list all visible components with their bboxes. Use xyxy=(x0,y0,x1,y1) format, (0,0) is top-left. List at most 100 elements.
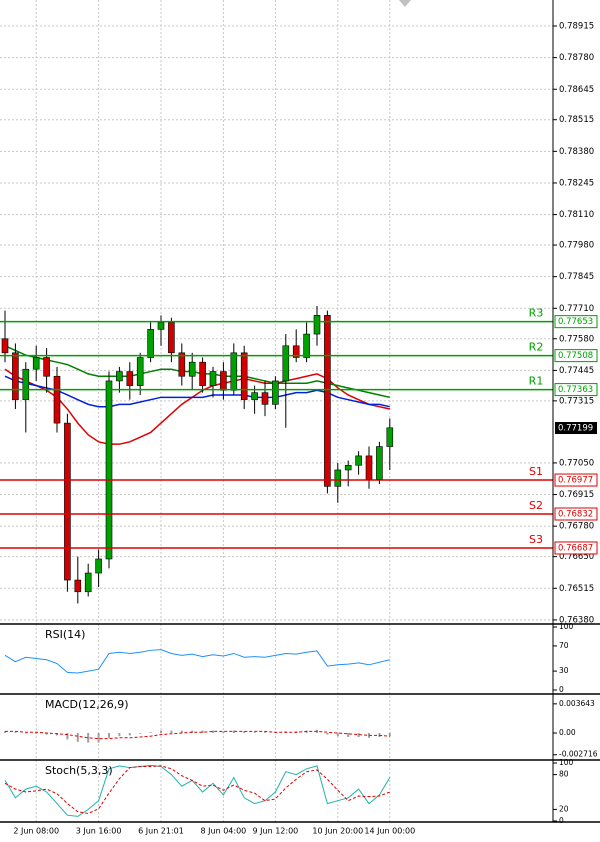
y-tick-label: 0.77845 xyxy=(559,272,594,282)
y-tick-label: 0.78245 xyxy=(559,178,594,188)
current-price-box xyxy=(555,422,597,435)
level-price: 0.76977 xyxy=(558,476,593,486)
macd-histogram-bar xyxy=(66,733,69,740)
candle-body xyxy=(386,427,394,447)
x-tick-label: 10 Jun 20:00 xyxy=(312,827,363,836)
y-tick-label: 0.78110 xyxy=(559,210,594,220)
candle-body xyxy=(334,469,342,487)
y-tick-label: 0.77710 xyxy=(559,304,594,314)
level-name: R1 xyxy=(529,375,544,388)
candle-body xyxy=(95,558,102,574)
macd-histogram-bar xyxy=(243,731,246,733)
y-tick-label: 0 xyxy=(559,816,564,825)
candle-body xyxy=(261,392,269,405)
indicator-title: Stoch(5,3,3) xyxy=(45,764,113,777)
candle-body xyxy=(324,315,331,487)
macd-histogram-bar xyxy=(336,733,339,737)
macd-histogram-bar xyxy=(24,733,27,734)
macd-histogram-bar xyxy=(347,733,350,737)
macd-histogram-bar xyxy=(4,731,6,733)
macd-histogram-bar xyxy=(180,730,183,733)
x-tick-label: 9 Jun 12:00 xyxy=(253,827,299,836)
level-price: 0.77508 xyxy=(558,351,593,361)
candle-body xyxy=(313,315,321,335)
y-tick-label: 0.003643 xyxy=(559,699,595,708)
candle-body xyxy=(116,371,123,382)
x-tick-label: 6 Jun 21:01 xyxy=(138,827,184,836)
y-tick-label: 0.76650 xyxy=(559,552,594,562)
indicator-title: RSI(14) xyxy=(45,628,85,641)
level-name: R2 xyxy=(529,341,544,354)
y-tick-label: 100 xyxy=(559,622,574,631)
candle-body xyxy=(230,352,238,391)
macd-histogram-bar xyxy=(128,733,131,736)
candle-body xyxy=(43,357,50,377)
candle-body xyxy=(188,361,196,377)
level-price: 0.76832 xyxy=(558,509,593,519)
indicator-line xyxy=(4,764,391,817)
level-price-box xyxy=(554,541,598,555)
macd-histogram-bar xyxy=(170,730,173,733)
macd-histogram-bar xyxy=(87,733,90,743)
level-name: R3 xyxy=(529,307,544,320)
macd-histogram-bar xyxy=(45,733,48,735)
macd-histogram-bar xyxy=(222,731,225,733)
y-tick-label: 0.77580 xyxy=(559,334,594,344)
x-tick-label: 3 Jun 16:00 xyxy=(76,827,122,836)
y-tick-label: 70 xyxy=(559,641,569,650)
macd-histogram-bar xyxy=(232,730,235,733)
candle-body xyxy=(12,352,19,400)
y-tick-label: -0.002716 xyxy=(559,750,598,759)
macd-histogram-bar xyxy=(14,732,17,733)
y-tick-label: 0.78915 xyxy=(559,22,594,32)
level-price: 0.77363 xyxy=(558,385,593,395)
y-tick-label: 0.76915 xyxy=(559,490,594,500)
candle-body xyxy=(303,333,310,358)
candle-body xyxy=(178,352,186,377)
level-price: 0.76687 xyxy=(558,543,593,553)
candle-body xyxy=(209,371,217,386)
y-tick-label: 20 xyxy=(559,804,569,813)
current-price: 0.77199 xyxy=(558,424,593,434)
candle-body xyxy=(147,329,154,358)
indicator-line xyxy=(4,765,390,814)
y-tick-label: 0.77445 xyxy=(559,366,594,376)
level-price-box xyxy=(554,315,598,329)
macd-histogram-bar xyxy=(368,733,370,738)
y-tick-label: 0.78380 xyxy=(559,147,594,157)
indicator-title: MACD(12,26,9) xyxy=(45,698,129,711)
level-name: S2 xyxy=(529,499,543,512)
y-tick-label: 0.00 xyxy=(559,728,576,737)
candle-body xyxy=(220,371,227,391)
y-tick-label: 0.77050 xyxy=(559,458,594,468)
candle-body xyxy=(22,368,30,400)
macd-histogram-bar xyxy=(388,733,391,737)
y-tick-label: 0.78515 xyxy=(559,115,594,125)
candle-body xyxy=(157,322,165,330)
candle-body xyxy=(84,572,92,593)
macd-histogram-bar xyxy=(264,732,266,733)
level-price-box xyxy=(554,383,598,397)
candle-body xyxy=(126,371,134,386)
candle-body xyxy=(74,579,82,593)
candle-body xyxy=(1,338,9,354)
candle-body xyxy=(199,361,206,386)
x-tick-label: 14 Jun 00:00 xyxy=(364,827,415,836)
macd-histogram-bar xyxy=(149,732,152,733)
level-price: 0.77653 xyxy=(558,317,593,327)
macd-histogram-bar xyxy=(326,733,329,735)
level-price-box xyxy=(554,473,598,487)
level-name: S1 xyxy=(529,465,543,478)
candle-body xyxy=(168,322,175,354)
candle-body xyxy=(53,375,61,424)
candle-body xyxy=(292,345,300,358)
macd-histogram-bar xyxy=(253,732,256,733)
candle-body xyxy=(344,464,352,471)
y-tick-label: 0.76515 xyxy=(559,584,594,594)
y-tick-label: 0.78645 xyxy=(559,85,594,95)
y-tick-label: 0.77315 xyxy=(559,396,594,406)
y-tick-label: 0.76380 xyxy=(559,615,594,625)
macd-histogram-bar xyxy=(108,733,110,738)
level-price-box xyxy=(554,349,598,363)
